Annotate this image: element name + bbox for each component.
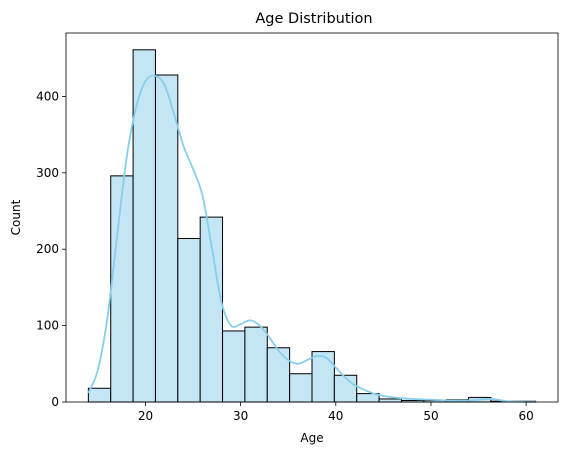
x-tick-label: 30 <box>233 409 248 423</box>
histogram-bar <box>266 347 291 403</box>
x-axis-ticks: 20 30 40 50 60 <box>138 402 534 423</box>
x-tick-label: 40 <box>328 409 343 423</box>
histogram-bar <box>378 398 402 403</box>
y-tick-label: 0 <box>51 395 59 409</box>
x-tick-label: 50 <box>423 409 438 423</box>
y-tick-label: 400 <box>36 89 59 103</box>
histogram-bar <box>222 330 246 403</box>
y-tick-label: 100 <box>36 319 59 333</box>
axes-frame <box>65 32 559 403</box>
y-tick-label: 300 <box>36 166 59 180</box>
histogram-bar <box>311 351 335 403</box>
histogram-bar <box>110 175 134 403</box>
y-axis-ticks: 0 100 200 300 400 <box>36 89 66 409</box>
histogram-bar <box>177 238 201 403</box>
y-axis-label: Count <box>9 199 23 235</box>
histogram-bar <box>333 374 358 403</box>
histogram-bar <box>289 373 313 403</box>
x-axis-label: Age <box>300 431 323 445</box>
kde-density-line <box>87 74 536 403</box>
axes <box>65 32 559 403</box>
x-tick-label: 60 <box>518 409 533 423</box>
y-tick-label: 200 <box>36 242 59 256</box>
histogram-bar <box>244 326 268 403</box>
histogram-bar <box>154 74 179 403</box>
x-tick-label: 20 <box>138 409 153 423</box>
histogram-bar <box>87 387 112 403</box>
chart-title: Age Distribution <box>255 11 372 27</box>
histogram-bars <box>87 49 537 403</box>
